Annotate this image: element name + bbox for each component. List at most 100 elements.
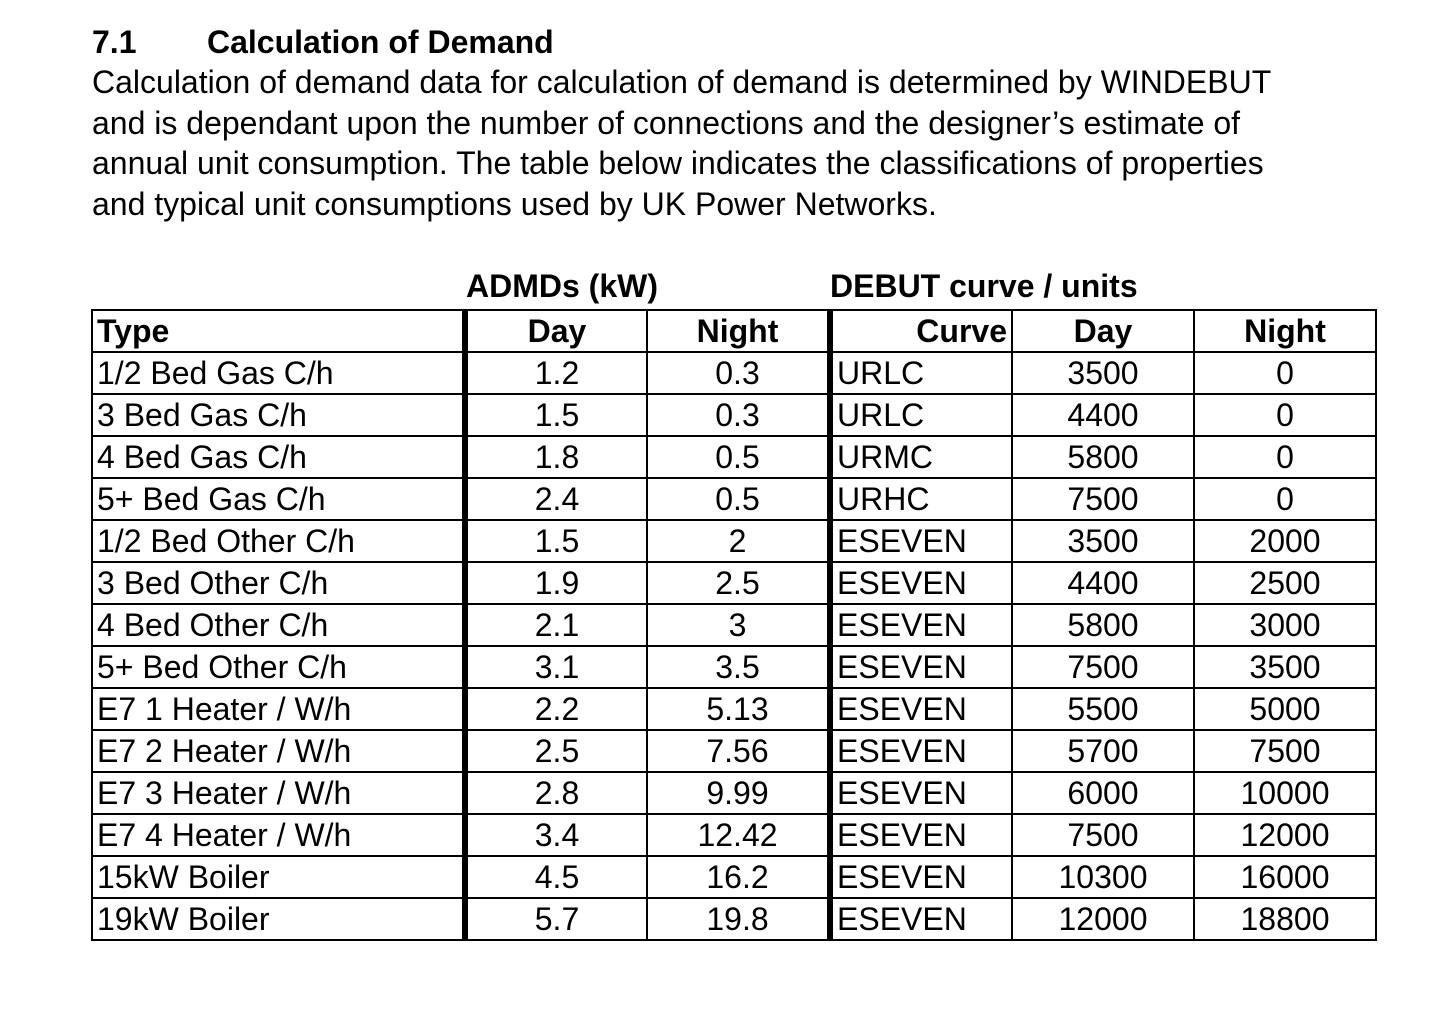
cell-units-day: 12000 bbox=[1011, 897, 1195, 941]
cell-units-day: 3500 bbox=[1011, 519, 1195, 563]
table-row: E7 3 Heater / W/h 2.8 9.99 ESEVEN 6000 10000 bbox=[91, 771, 1377, 815]
cell-units-day: 3500 bbox=[1011, 351, 1195, 395]
cell-admd-night: 0.3 bbox=[646, 393, 831, 437]
cell-units-day: 4400 bbox=[1011, 561, 1195, 605]
cell-units-day: 7500 bbox=[1011, 645, 1195, 689]
cell-type: 1/2 Bed Other C/h bbox=[91, 519, 466, 563]
cell-curve: ESEVEN bbox=[827, 519, 1013, 563]
cell-admd-day: 2.8 bbox=[462, 771, 648, 815]
cell-units-day: 10300 bbox=[1011, 855, 1195, 899]
cell-type: E7 2 Heater / W/h bbox=[91, 729, 466, 773]
cell-admd-night: 19.8 bbox=[646, 897, 831, 941]
cell-type: E7 3 Heater / W/h bbox=[91, 771, 466, 815]
table-row: 3 Bed Other C/h 1.9 2.5 ESEVEN 4400 2500 bbox=[91, 561, 1377, 605]
cell-admd-day: 4.5 bbox=[462, 855, 648, 899]
table-row: 4 Bed Gas C/h 1.8 0.5 URMC 5800 0 bbox=[91, 435, 1377, 479]
cell-curve: ESEVEN bbox=[827, 561, 1013, 605]
cell-admd-day: 2.5 bbox=[462, 729, 648, 773]
cell-type: 4 Bed Other C/h bbox=[91, 603, 466, 647]
cell-admd-night: 9.99 bbox=[646, 771, 831, 815]
cell-units-night: 0 bbox=[1193, 477, 1377, 521]
section-number: 7.1 bbox=[92, 24, 137, 60]
cell-curve: URLC bbox=[827, 393, 1013, 437]
cell-type: 19kW Boiler bbox=[91, 897, 466, 941]
demand-table: Type Day Night Curve Day Night 1/2 Bed G… bbox=[91, 309, 1377, 941]
cell-units-day: 5700 bbox=[1011, 729, 1195, 773]
cell-units-night: 2500 bbox=[1193, 561, 1377, 605]
cell-admd-day: 5.7 bbox=[462, 897, 648, 941]
table-row: 15kW Boiler 4.5 16.2 ESEVEN 10300 16000 bbox=[91, 855, 1377, 899]
cell-admd-day: 2.4 bbox=[462, 477, 648, 521]
cell-curve: ESEVEN bbox=[827, 645, 1013, 689]
section-paragraph: Calculation of demand data for calculati… bbox=[92, 62, 1412, 224]
column-header-admd-night: Night bbox=[646, 309, 831, 353]
cell-curve: ESEVEN bbox=[827, 603, 1013, 647]
cell-curve: URLC bbox=[827, 351, 1013, 395]
column-header-units-day: Day bbox=[1011, 309, 1195, 353]
table-row: 3 Bed Gas C/h 1.5 0.3 URLC 4400 0 bbox=[91, 393, 1377, 437]
cell-admd-night: 0.3 bbox=[646, 351, 831, 395]
cell-admd-night: 7.56 bbox=[646, 729, 831, 773]
cell-type: 1/2 Bed Gas C/h bbox=[91, 351, 466, 395]
cell-admd-night: 2 bbox=[646, 519, 831, 563]
admd-group-header: ADMDs (kW) bbox=[466, 268, 658, 304]
cell-type: 3 Bed Gas C/h bbox=[91, 393, 466, 437]
cell-type: 4 Bed Gas C/h bbox=[91, 435, 466, 479]
cell-curve: ESEVEN bbox=[827, 729, 1013, 773]
cell-units-night: 16000 bbox=[1193, 855, 1377, 899]
cell-curve: URMC bbox=[827, 435, 1013, 479]
cell-curve: ESEVEN bbox=[827, 687, 1013, 731]
cell-admd-day: 3.4 bbox=[462, 813, 648, 857]
cell-units-night: 3000 bbox=[1193, 603, 1377, 647]
cell-units-night: 0 bbox=[1193, 351, 1377, 395]
column-header-admd-day: Day bbox=[462, 309, 648, 353]
cell-admd-day: 1.8 bbox=[462, 435, 648, 479]
cell-units-night: 5000 bbox=[1193, 687, 1377, 731]
cell-units-day: 7500 bbox=[1011, 477, 1195, 521]
table-header-row: Type Day Night Curve Day Night bbox=[91, 309, 1377, 353]
cell-admd-night: 3.5 bbox=[646, 645, 831, 689]
cell-type: 5+ Bed Gas C/h bbox=[91, 477, 466, 521]
cell-units-night: 0 bbox=[1193, 393, 1377, 437]
cell-units-night: 12000 bbox=[1193, 813, 1377, 857]
cell-units-day: 5800 bbox=[1011, 603, 1195, 647]
paragraph-line: and typical unit consumptions used by UK… bbox=[92, 185, 937, 222]
paragraph-line: Calculation of demand data for calculati… bbox=[92, 64, 1272, 100]
cell-admd-night: 16.2 bbox=[646, 855, 831, 899]
cell-units-day: 5800 bbox=[1011, 435, 1195, 479]
cell-units-day: 6000 bbox=[1011, 771, 1195, 815]
table-row: 4 Bed Other C/h 2.1 3 ESEVEN 5800 3000 bbox=[91, 603, 1377, 647]
table-row: 1/2 Bed Gas C/h 1.2 0.3 URLC 3500 0 bbox=[91, 351, 1377, 395]
table-row: 19kW Boiler 5.7 19.8 ESEVEN 12000 18800 bbox=[91, 897, 1377, 941]
table-row: E7 1 Heater / W/h 2.2 5.13 ESEVEN 5500 5000 bbox=[91, 687, 1377, 731]
cell-curve: ESEVEN bbox=[827, 855, 1013, 899]
paragraph-line: annual unit consumption. The table below… bbox=[92, 145, 1264, 181]
cell-curve: ESEVEN bbox=[827, 771, 1013, 815]
cell-admd-day: 2.1 bbox=[462, 603, 648, 647]
section-title: Calculation of Demand bbox=[207, 24, 554, 60]
cell-admd-night: 0.5 bbox=[646, 435, 831, 479]
cell-admd-night: 5.13 bbox=[646, 687, 831, 731]
cell-admd-day: 1.5 bbox=[462, 519, 648, 563]
cell-admd-night: 0.5 bbox=[646, 477, 831, 521]
cell-admd-night: 12.42 bbox=[646, 813, 831, 857]
cell-curve: ESEVEN bbox=[827, 897, 1013, 941]
cell-units-night: 0 bbox=[1193, 435, 1377, 479]
cell-units-night: 2000 bbox=[1193, 519, 1377, 563]
paragraph-line: and is dependant upon the number of conn… bbox=[92, 104, 1241, 141]
column-header-units-night: Night bbox=[1193, 309, 1377, 353]
table-row: E7 2 Heater / W/h 2.5 7.56 ESEVEN 5700 7500 bbox=[91, 729, 1377, 773]
cell-units-night: 18800 bbox=[1193, 897, 1377, 941]
cell-type: E7 4 Heater / W/h bbox=[91, 813, 466, 857]
column-header-curve: Curve bbox=[827, 309, 1013, 353]
debut-group-header: DEBUT curve / units bbox=[830, 268, 1138, 304]
cell-units-day: 7500 bbox=[1011, 813, 1195, 857]
cell-type: 3 Bed Other C/h bbox=[91, 561, 466, 605]
cell-units-night: 7500 bbox=[1193, 729, 1377, 773]
cell-admd-day: 1.2 bbox=[462, 351, 648, 395]
cell-admd-night: 2.5 bbox=[646, 561, 831, 605]
cell-type: E7 1 Heater / W/h bbox=[91, 687, 466, 731]
cell-type: 5+ Bed Other C/h bbox=[91, 645, 466, 689]
cell-units-day: 4400 bbox=[1011, 393, 1195, 437]
table-row: E7 4 Heater / W/h 3.4 12.42 ESEVEN 7500 12000 bbox=[91, 813, 1377, 857]
